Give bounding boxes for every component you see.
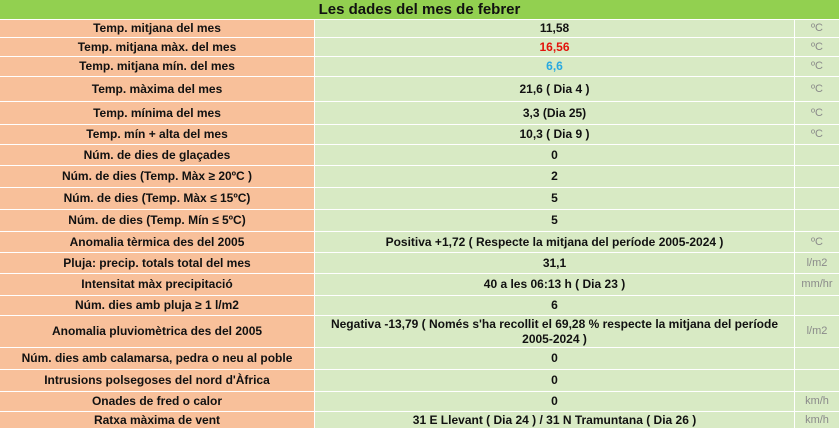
- row-value: 31,1: [315, 253, 795, 274]
- row-value: 21,6 ( Dia 4 ): [315, 77, 795, 102]
- row-label: Núm. de dies (Temp. Màx ≤ 15ºC): [0, 188, 315, 210]
- row-label: Núm. dies amb pluja ≥ 1 l/m2: [0, 296, 315, 316]
- row-label: Núm. de dies (Temp. Mín ≤ 5ºC): [0, 210, 315, 232]
- row-label: Anomalia pluviomètrica des del 2005: [0, 316, 315, 348]
- row-value: 2: [315, 166, 795, 188]
- row-unit: [795, 370, 840, 392]
- row-value: 3,3 (Dia 25): [315, 102, 795, 125]
- row-unit: ºC: [795, 20, 840, 38]
- row-value: 0: [315, 370, 795, 392]
- row-value: 11,58: [315, 20, 795, 38]
- row-unit: ºC: [795, 57, 840, 77]
- row-label: Temp. màxima del mes: [0, 77, 315, 102]
- row-label: Anomalia tèrmica des del 2005: [0, 232, 315, 253]
- row-unit: km/h: [795, 412, 840, 429]
- row-label: Núm. de dies de glaçades: [0, 145, 315, 166]
- row-label: Temp. mín + alta del mes: [0, 125, 315, 145]
- row-value: 6,6: [315, 57, 795, 77]
- row-unit: [795, 296, 840, 316]
- row-unit: [795, 166, 840, 188]
- row-value: 10,3 ( Dia 9 ): [315, 125, 795, 145]
- row-label: Núm. de dies (Temp. Màx ≥ 20ºC ): [0, 166, 315, 188]
- row-value: 0: [315, 348, 795, 370]
- row-unit: [795, 145, 840, 166]
- row-label: Temp. mínima del mes: [0, 102, 315, 125]
- row-label: Ratxa màxima de vent: [0, 412, 315, 429]
- row-label: Temp. mitjana màx. del mes: [0, 38, 315, 57]
- row-value: 0: [315, 145, 795, 166]
- row-value: 6: [315, 296, 795, 316]
- row-unit: ºC: [795, 232, 840, 253]
- row-value: 5: [315, 188, 795, 210]
- row-unit: ºC: [795, 77, 840, 102]
- row-value: 16,56: [315, 38, 795, 57]
- row-unit: [795, 348, 840, 370]
- row-value: 5: [315, 210, 795, 232]
- row-label: Onades de fred o calor: [0, 392, 315, 412]
- table-title: Les dades del mes de febrer: [0, 0, 840, 20]
- row-unit: ºC: [795, 125, 840, 145]
- row-unit: [795, 188, 840, 210]
- row-label: Intensitat màx precipitació: [0, 274, 315, 296]
- row-unit: l/m2: [795, 316, 840, 348]
- row-label: Temp. mitjana del mes: [0, 20, 315, 38]
- row-unit: mm/hr: [795, 274, 840, 296]
- row-unit: km/h: [795, 392, 840, 412]
- row-value: Positiva +1,72 ( Respecte la mitjana del…: [315, 232, 795, 253]
- row-label: Intrusions polsegoses del nord d'Àfrica: [0, 370, 315, 392]
- row-value: 40 a les 06:13 h ( Dia 23 ): [315, 274, 795, 296]
- row-unit: l/m2: [795, 253, 840, 274]
- row-label: Temp. mitjana mín. del mes: [0, 57, 315, 77]
- row-value: Negativa -13,79 ( Només s'ha recollit el…: [315, 316, 795, 348]
- row-value: 0: [315, 392, 795, 412]
- row-value: 31 E Llevant ( Dia 24 ) / 31 N Tramuntan…: [315, 412, 795, 429]
- row-unit: [795, 210, 840, 232]
- row-unit: ºC: [795, 102, 840, 125]
- row-label: Pluja: precip. totals total del mes: [0, 253, 315, 274]
- row-label: Núm. dies amb calamarsa, pedra o neu al …: [0, 348, 315, 370]
- row-unit: ºC: [795, 38, 840, 57]
